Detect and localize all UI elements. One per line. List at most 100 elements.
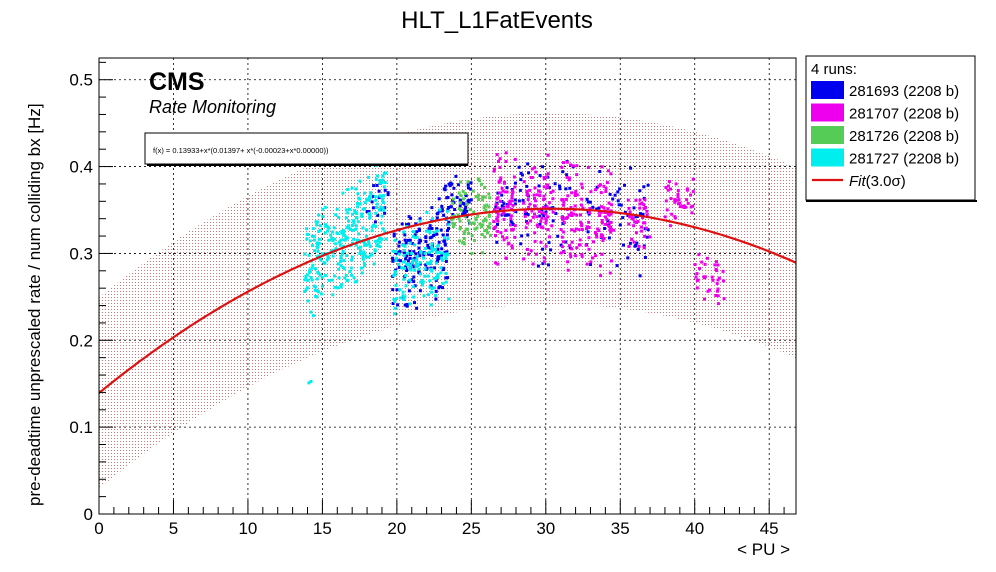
data-point xyxy=(434,289,438,293)
data-point xyxy=(414,260,418,264)
data-point xyxy=(666,184,670,188)
data-point xyxy=(440,204,444,208)
data-point xyxy=(393,299,397,303)
data-point xyxy=(506,242,510,246)
data-point xyxy=(470,234,474,238)
data-point xyxy=(529,249,533,253)
data-point xyxy=(628,210,632,214)
data-point xyxy=(541,205,545,209)
data-point xyxy=(580,203,583,207)
legend-swatch xyxy=(811,148,844,167)
data-point xyxy=(438,285,442,289)
data-point xyxy=(386,193,390,197)
data-point xyxy=(474,218,478,222)
data-point xyxy=(568,176,571,180)
data-point xyxy=(551,206,555,210)
data-point xyxy=(355,239,359,243)
data-point xyxy=(399,296,403,300)
data-point xyxy=(376,239,380,243)
data-point xyxy=(567,178,571,182)
data-point xyxy=(608,192,612,196)
data-point xyxy=(318,228,322,232)
data-point xyxy=(417,227,421,231)
data-point xyxy=(423,251,427,255)
data-point xyxy=(668,224,672,228)
data-point xyxy=(528,188,532,192)
data-point xyxy=(485,203,489,207)
data-point xyxy=(495,240,499,244)
data-point xyxy=(335,231,339,235)
data-point xyxy=(560,216,564,219)
data-point xyxy=(544,210,548,214)
data-point xyxy=(643,256,647,259)
data-point xyxy=(354,243,358,247)
data-point xyxy=(609,230,613,234)
data-point xyxy=(541,262,545,266)
data-point xyxy=(412,295,416,299)
data-point xyxy=(495,153,499,157)
data-point xyxy=(363,241,366,245)
data-point xyxy=(560,165,564,169)
data-point xyxy=(519,171,523,175)
data-point xyxy=(618,187,622,191)
data-point xyxy=(575,173,579,177)
data-point xyxy=(445,209,449,213)
data-point xyxy=(547,263,550,267)
data-point xyxy=(697,253,701,257)
data-point xyxy=(378,178,382,182)
data-point xyxy=(309,276,313,280)
data-point xyxy=(539,219,543,223)
data-point xyxy=(586,230,590,234)
data-point xyxy=(484,218,488,222)
legend-entry-label: 281727 (2208 b) xyxy=(849,151,959,168)
data-point xyxy=(323,205,327,209)
data-point xyxy=(368,214,372,218)
data-point xyxy=(369,192,373,196)
data-point xyxy=(558,187,562,191)
data-point xyxy=(529,176,533,179)
data-point xyxy=(393,273,397,277)
fit-formula-box: f(x) = 0.13933+x*(0.01397+ x*(-0.00023+x… xyxy=(144,132,469,166)
data-point xyxy=(462,232,466,236)
data-point xyxy=(513,202,517,206)
data-point xyxy=(357,196,361,200)
plot-frame xyxy=(98,57,797,515)
data-point xyxy=(402,250,406,254)
data-point xyxy=(403,238,407,242)
data-point xyxy=(400,266,404,270)
data-point xyxy=(496,196,500,200)
data-point xyxy=(407,262,411,266)
data-point xyxy=(469,187,473,191)
data-point xyxy=(494,205,498,209)
data-point xyxy=(445,196,449,200)
data-point xyxy=(367,210,371,214)
data-point xyxy=(458,219,462,223)
data-point xyxy=(350,255,354,259)
data-point xyxy=(372,184,376,188)
data-point xyxy=(308,268,312,272)
data-point xyxy=(422,294,426,298)
data-point xyxy=(476,177,480,181)
data-point xyxy=(483,235,487,239)
data-point xyxy=(327,278,331,282)
data-point xyxy=(441,233,445,237)
data-point xyxy=(345,225,349,229)
data-point xyxy=(496,219,500,223)
data-point xyxy=(498,191,502,195)
data-point xyxy=(542,256,546,260)
data-point xyxy=(525,220,529,224)
data-point xyxy=(469,198,473,202)
data-point xyxy=(350,241,354,245)
data-point xyxy=(533,166,537,170)
data-point xyxy=(315,289,319,293)
data-point xyxy=(525,184,529,188)
data-point xyxy=(627,245,631,248)
data-point xyxy=(551,219,555,223)
data-point xyxy=(492,220,496,224)
data-point xyxy=(452,222,456,226)
data-point xyxy=(356,192,360,196)
data-point xyxy=(434,293,438,297)
data-point xyxy=(306,299,310,303)
data-point xyxy=(616,190,620,194)
data-point xyxy=(392,297,396,301)
